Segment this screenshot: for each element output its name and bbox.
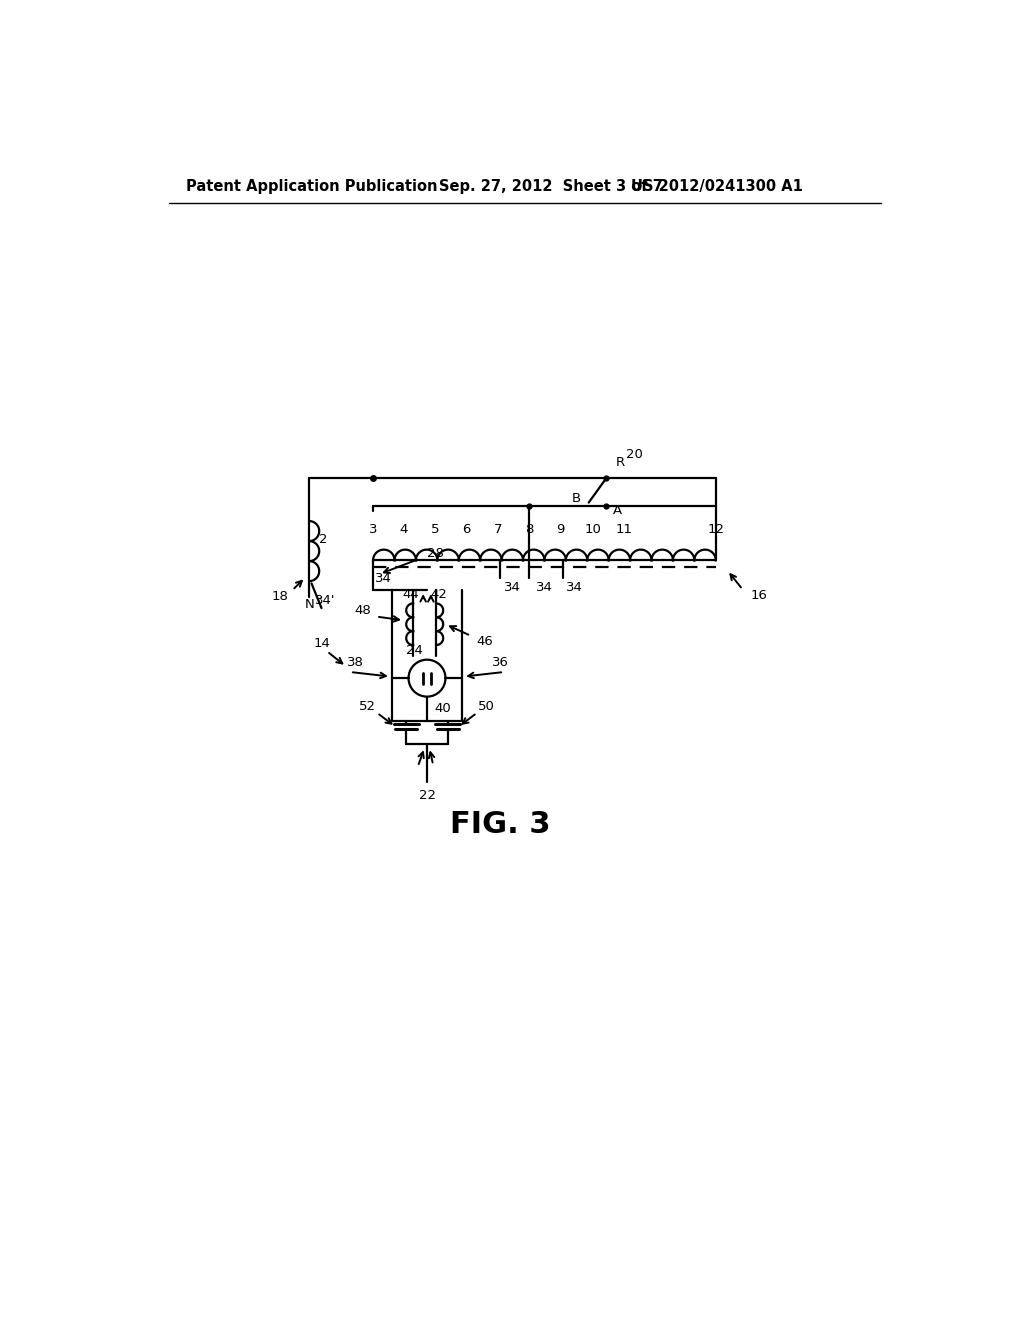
Text: 14: 14 (313, 638, 330, 649)
Text: 18: 18 (271, 590, 289, 603)
Text: N: N (304, 598, 314, 611)
Text: 9: 9 (556, 523, 564, 536)
Text: 12: 12 (708, 523, 724, 536)
Text: Sep. 27, 2012  Sheet 3 of 7: Sep. 27, 2012 Sheet 3 of 7 (438, 180, 663, 194)
Text: R: R (615, 455, 625, 469)
Text: 20: 20 (626, 449, 642, 462)
Text: 34: 34 (376, 572, 392, 585)
Text: 10: 10 (584, 523, 601, 536)
Text: Patent Application Publication: Patent Application Publication (186, 180, 437, 194)
Text: 5: 5 (431, 523, 439, 536)
Text: 40: 40 (435, 702, 452, 714)
Text: 50: 50 (478, 700, 495, 713)
Text: 36: 36 (492, 656, 509, 669)
Text: 44: 44 (402, 587, 419, 601)
Text: 38: 38 (347, 656, 364, 669)
Text: 8: 8 (525, 523, 534, 536)
Text: 34: 34 (536, 581, 553, 594)
Text: 11: 11 (615, 523, 633, 536)
Text: 4: 4 (399, 523, 409, 536)
Text: 16: 16 (751, 589, 767, 602)
Text: 28: 28 (427, 546, 443, 560)
Text: 34': 34' (315, 594, 336, 607)
Text: 24: 24 (407, 644, 423, 657)
Text: 34: 34 (566, 581, 584, 594)
Text: US 2012/0241300 A1: US 2012/0241300 A1 (631, 180, 803, 194)
Text: 42: 42 (430, 587, 447, 601)
Text: 34: 34 (504, 581, 521, 594)
Text: 6: 6 (462, 523, 470, 536)
Text: 7: 7 (494, 523, 502, 536)
Text: 46: 46 (476, 635, 493, 648)
Text: FIG. 3: FIG. 3 (450, 810, 551, 840)
Text: 2: 2 (319, 533, 328, 546)
Text: A: A (612, 504, 622, 517)
Text: 22: 22 (419, 789, 435, 803)
Text: B: B (571, 492, 581, 506)
Text: 3: 3 (369, 523, 378, 536)
Text: 52: 52 (359, 700, 376, 713)
Text: 48: 48 (354, 603, 371, 616)
